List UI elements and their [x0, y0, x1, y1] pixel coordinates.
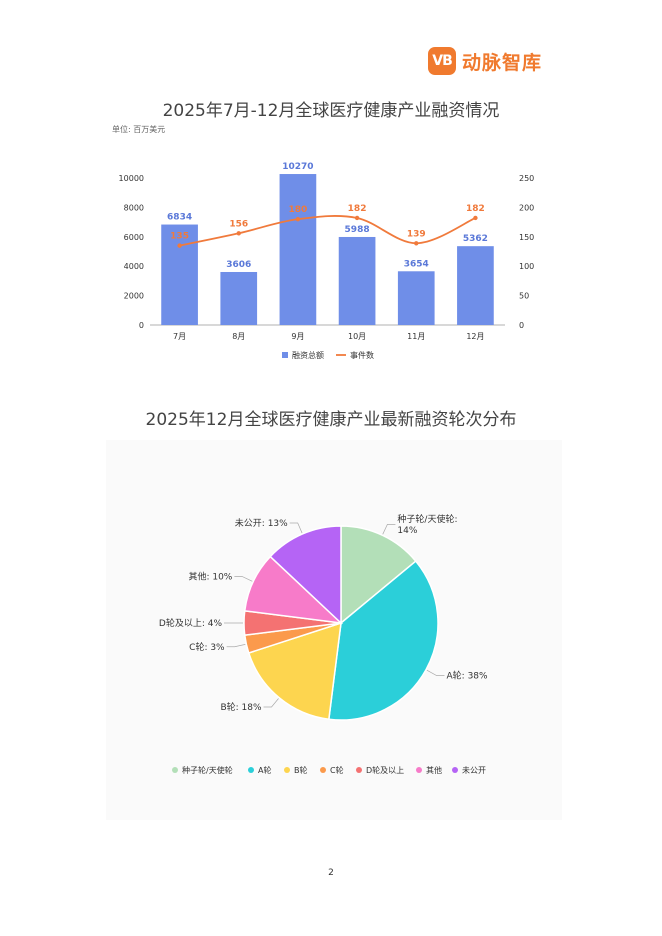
line-point [177, 243, 182, 248]
line-data-label: 182 [348, 204, 367, 214]
line-data-label: 139 [407, 229, 426, 239]
pie-legend-label: D轮及以上 [366, 765, 404, 775]
pie-legend-label: A轮 [258, 765, 271, 775]
legend-bar-label: 融资总额 [292, 350, 324, 360]
pie-slice-label: D轮及以上: 4% [159, 617, 223, 629]
y-left-tick-label: 8000 [124, 203, 144, 212]
pie-label-leader [382, 524, 396, 535]
line-point [236, 231, 241, 236]
legend-bar-swatch [282, 352, 288, 358]
pie-slice-label: 14% [397, 526, 417, 536]
y-right-tick-label: 200 [519, 203, 534, 212]
y-right-tick-label: 50 [519, 292, 529, 301]
pie-label-leader [234, 576, 253, 582]
pie-slice-label: 种子轮/天使轮: [397, 513, 457, 525]
y-right-tick-label: 100 [519, 262, 534, 271]
pie-legend-label: 其他 [426, 765, 442, 775]
x-tick-label: 7月 [173, 332, 186, 341]
line-point [473, 215, 478, 221]
pie-slice-label: C轮: 3% [189, 641, 225, 653]
bar [457, 246, 494, 325]
bar-data-label: 6834 [167, 213, 192, 223]
line-data-label: 135 [170, 232, 189, 242]
bar [338, 236, 376, 325]
bar [397, 271, 435, 325]
line-point [354, 215, 360, 221]
line-point [414, 241, 419, 246]
pie-slice [269, 525, 342, 625]
pie-label-leader [226, 644, 246, 648]
pie-legend-swatch [248, 767, 254, 773]
y-left-tick-label: 0 [139, 321, 144, 330]
bar-data-label: 3606 [226, 260, 251, 270]
y-left-tick-label: 6000 [124, 233, 144, 242]
pie-legend-label: 种子轮/天使轮 [182, 765, 233, 775]
line-point [295, 216, 301, 222]
pie-label-leader [426, 669, 445, 676]
pie-slice-label: 未公开: 13% [235, 517, 288, 529]
round-distribution-pie: 种子轮/天使轮:14% A轮: 38% B轮: 18% C轮: 3% D轮及以上: 4%… [159, 513, 489, 775]
y-right-tick-label: 250 [519, 174, 534, 183]
line-data-label: 180 [289, 205, 308, 215]
legend-line-label: 事件数 [350, 350, 374, 360]
pie-legend-swatch [172, 767, 178, 773]
bar-data-label: 5988 [345, 225, 370, 235]
funding-combo-chart: 0 2000 4000 6000 8000 10000 0 50 100 150 200 250 683… [119, 162, 535, 360]
x-tick-label: 11月 [407, 332, 425, 341]
pie-slice [340, 525, 417, 625]
pie-legend-swatch [320, 767, 326, 773]
pie-slice [247, 621, 342, 721]
y-left-tick-label: 2000 [124, 292, 144, 301]
bar-data-label: 5362 [463, 234, 488, 244]
bar [220, 271, 258, 325]
pie-legend-swatch [416, 767, 422, 773]
bar [161, 224, 198, 325]
bar-chart-title: 2025年7月-12月全球医疗健康产业融资情况 [162, 101, 500, 121]
brand-logo: VB 动脉智库 [428, 46, 542, 76]
pie-legend-swatch [284, 767, 290, 773]
pie-chart-title: 2025年12月全球医疗健康产业最新融资轮次分布 [145, 410, 517, 430]
line-data-label: 156 [229, 219, 248, 229]
x-tick-label: 12月 [466, 332, 484, 341]
y-right-tick-label: 150 [519, 233, 534, 242]
bar-data-label: 3654 [404, 259, 429, 269]
line-data-label: 182 [466, 204, 485, 214]
logo-icon: VB [428, 47, 456, 75]
pie-legend-swatch [452, 767, 458, 773]
pie-label-leader [263, 698, 279, 708]
pie-legend-label: 未公开 [462, 765, 486, 775]
y-left-tick-label: 4000 [124, 262, 144, 271]
y-right-tick-label: 0 [519, 321, 524, 330]
pie-slice [328, 560, 439, 721]
pie-slice-label: B轮: 18% [220, 701, 262, 713]
pie-legend-label: C轮 [330, 765, 344, 775]
bar-data-label: 10270 [282, 162, 313, 172]
pie-legend-label: B轮 [294, 765, 308, 775]
x-tick-label: 9月 [291, 332, 304, 341]
y-left-tick-label: 10000 [119, 174, 144, 183]
pie-label-leader [289, 522, 303, 534]
logo-text: 动脉智库 [462, 51, 543, 74]
x-tick-label: 8月 [232, 332, 245, 341]
pie-slice-label: A轮: 38% [447, 670, 489, 682]
pie-legend-swatch [356, 767, 362, 773]
pie-slice-label: 其他: 10% [188, 571, 232, 583]
events-line [179, 215, 476, 247]
bar [279, 174, 317, 325]
bar-chart-unit: 单位: 百万美元 [112, 125, 166, 134]
x-tick-label: 10月 [348, 332, 366, 341]
page-number: 2 [328, 868, 334, 878]
